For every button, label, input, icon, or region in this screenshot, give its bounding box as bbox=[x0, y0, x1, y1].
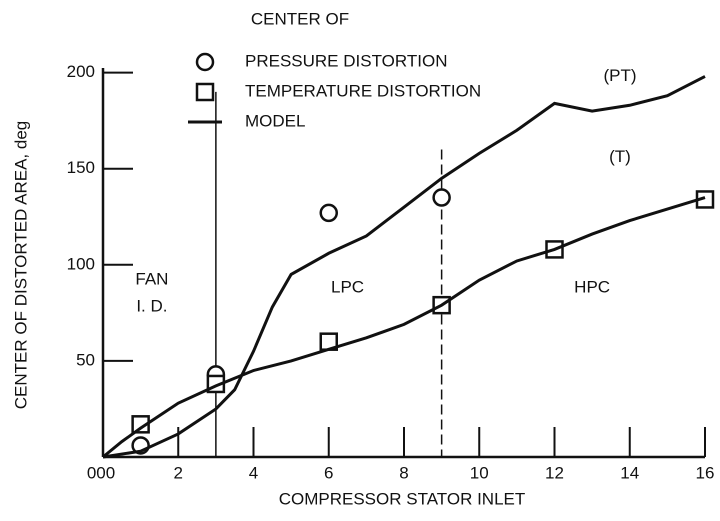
x-tick-label: 6 bbox=[324, 463, 333, 482]
legend-label: TEMPERATURE DISTORTION bbox=[245, 81, 481, 100]
x-tick-label: 10 bbox=[470, 463, 489, 482]
x-tick-label: 4 bbox=[249, 463, 258, 482]
data-point bbox=[319, 203, 338, 223]
region-label: HPC bbox=[574, 277, 610, 296]
series-label: (PT) bbox=[603, 66, 636, 85]
y-tick-label: 200 bbox=[67, 62, 95, 81]
series-label: (T) bbox=[609, 147, 631, 166]
x-axis-label: COMPRESSOR STATOR INLET bbox=[279, 489, 526, 508]
y-axis-label: CENTER OF DISTORTED AREA, deg bbox=[11, 121, 30, 409]
x-tick-label: 12 bbox=[545, 463, 564, 482]
legend-title: CENTER OF bbox=[251, 9, 349, 28]
y-tick-label: 100 bbox=[67, 254, 95, 273]
model-line bbox=[102, 196, 706, 459]
region-label: LPC bbox=[331, 277, 364, 296]
region-label: FAN bbox=[135, 270, 168, 289]
model-line bbox=[102, 75, 706, 459]
legend-marker bbox=[195, 52, 215, 72]
data-point bbox=[432, 188, 451, 207]
x-tick-label: 000 bbox=[87, 463, 115, 482]
x-tick-label: 8 bbox=[399, 463, 408, 482]
legend-marker bbox=[195, 82, 215, 102]
x-tick-label: 2 bbox=[174, 463, 183, 482]
region-label: I. D. bbox=[136, 297, 167, 316]
y-tick-label: 150 bbox=[67, 158, 95, 177]
legend-label: PRESSURE DISTORTION bbox=[245, 51, 447, 70]
legend-label: MODEL bbox=[245, 111, 305, 130]
x-tick-label: 14 bbox=[620, 463, 639, 482]
y-tick-label: 50 bbox=[76, 350, 95, 369]
x-tick-label: 16 bbox=[696, 463, 715, 482]
